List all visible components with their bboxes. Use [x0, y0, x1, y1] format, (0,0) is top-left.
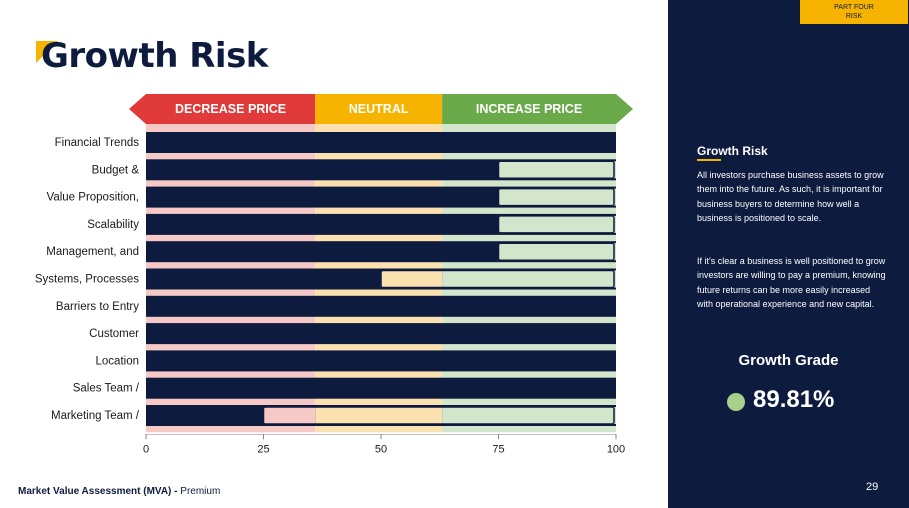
zone-header-2	[442, 94, 633, 124]
side-heading: Growth Risk	[697, 144, 768, 158]
x-tick-label: 100	[607, 443, 625, 455]
footer: Market Value Assessment (MVA) - Premium	[18, 486, 220, 497]
zone-header-0	[129, 94, 316, 124]
category-label: Financial Trends	[55, 137, 140, 149]
bar-remainder-outline	[380, 269, 615, 289]
bar-remainder-outline	[497, 242, 615, 261]
bar-remainder-segment	[498, 243, 616, 261]
zone-header-1	[315, 94, 443, 124]
bar-remainder-outline	[497, 160, 615, 180]
bars	[146, 132, 616, 426]
bar-remainder-segment	[381, 270, 443, 288]
zone-header-label: INCREASE PRICE	[476, 102, 582, 116]
bar-remainder-segment	[498, 161, 616, 179]
bar-remainder	[262, 406, 616, 425]
title-accent	[36, 41, 58, 63]
footer-edition: Premium	[177, 486, 221, 497]
bar-track	[146, 295, 616, 317]
category-label: Scalability	[87, 219, 139, 231]
category-label: Management, and	[46, 246, 139, 258]
category-label: Customer	[89, 328, 139, 340]
bar-remainder	[497, 160, 616, 180]
bar-track	[146, 377, 616, 399]
bar-track	[146, 350, 616, 372]
bar-remainder-segment	[498, 188, 616, 206]
side-heading-underline	[697, 159, 721, 161]
bar-track	[146, 323, 616, 345]
grade-label: Growth Grade	[738, 352, 839, 369]
side-paragraph-1: All investors purchase business assets t…	[697, 170, 884, 223]
bar-remainder-segment	[442, 407, 616, 424]
page-number: 29	[866, 481, 879, 493]
grade-value: 89.81%	[753, 386, 835, 413]
category-label: Barriers to Entry	[56, 301, 139, 313]
bar-remainder	[380, 269, 616, 289]
part-tag-line2: RISK	[845, 13, 863, 20]
side-panel	[668, 0, 909, 508]
x-tick-label: 25	[257, 443, 269, 455]
bar-remainder-segment	[263, 407, 316, 424]
bar-remainder	[497, 215, 616, 234]
bar-track	[146, 132, 616, 153]
bar-remainder-segment	[442, 270, 616, 288]
zone-header-label: DECREASE PRICE	[175, 102, 286, 116]
x-tick-label: 50	[375, 443, 387, 455]
category-label: Budget &	[92, 164, 140, 176]
part-tag-line1: PART FOUR	[834, 4, 874, 11]
category-label: Value Proposition,	[47, 192, 139, 204]
category-labels: Financial Trends Budget & Value Propositio…	[35, 137, 140, 422]
category-label: Marketing Team /	[51, 410, 140, 422]
part-tag: PART FOUR RISK	[800, 0, 908, 24]
category-label: Sales Team /	[73, 383, 140, 395]
zone-header: DECREASE PRICE NEUTRAL INCREASE PRICE	[129, 94, 633, 124]
x-tick-label: 75	[492, 443, 504, 455]
bar-remainder-outline	[497, 187, 615, 207]
bar-remainder	[497, 242, 616, 261]
x-axis: 0 25 50 75 100	[143, 433, 625, 455]
bar-remainder-segment	[498, 215, 616, 233]
x-tick-label: 0	[143, 443, 149, 455]
bar-remainder-segment	[315, 407, 443, 424]
category-label: Location	[96, 355, 139, 367]
bar-remainder-outline	[497, 215, 615, 234]
bar-remainder	[497, 187, 616, 207]
growth-risk-chart: Financial Trends Budget & Value Propositio…	[35, 94, 633, 455]
side-paragraph-2: If it's clear a business is well positio…	[697, 256, 886, 309]
bar-remainder-outline	[262, 406, 615, 425]
footer-title: Market Value Assessment (MVA) -	[18, 486, 178, 497]
page-title: Growth Risk	[41, 36, 268, 76]
zone-header-label: NEUTRAL	[349, 102, 409, 116]
grade-dot-icon	[727, 393, 745, 411]
category-label: Systems, Processes	[35, 274, 139, 286]
